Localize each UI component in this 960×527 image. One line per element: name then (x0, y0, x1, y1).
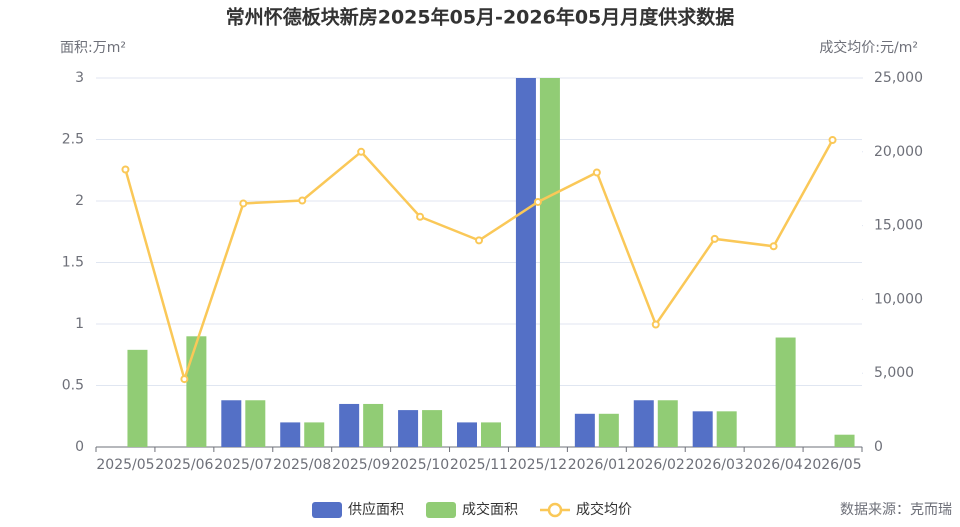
y2-tick-label: 15,000 (874, 218, 923, 234)
bar (574, 413, 595, 447)
line-point (416, 212, 425, 221)
line-point (651, 320, 660, 329)
legend-label: 成交面积 (462, 501, 518, 518)
y-tick-label: 1.5 (62, 255, 84, 271)
chart-title: 常州怀德板块新房2025年05月-2026年05月月度供求数据 (226, 6, 735, 29)
x-tick-label: 2025/10 (391, 457, 449, 473)
bar (633, 400, 654, 447)
bar (716, 411, 737, 447)
bar (363, 403, 384, 447)
bar (539, 78, 560, 447)
bar (339, 403, 360, 447)
line-point (180, 375, 189, 384)
x-tick-label: 2025/09 (332, 457, 390, 473)
bar (515, 78, 536, 447)
line-point (121, 165, 130, 174)
legend-swatch (547, 502, 563, 518)
x-tick-label: 2026/02 (627, 457, 685, 473)
line-point (239, 199, 248, 208)
y-tick-label: 0.5 (62, 378, 84, 394)
x-tick-label: 2025/08 (273, 457, 331, 473)
legend-swatch (312, 502, 342, 518)
bar (481, 422, 501, 447)
line-point (475, 236, 483, 245)
y-axis-label: 面积:万m² (60, 40, 126, 56)
bar (457, 422, 477, 447)
x-tick-label: 2025/12 (509, 457, 567, 473)
x-tick-label: 2026/01 (568, 457, 626, 473)
y-tick-label: 2 (75, 193, 84, 209)
line (124, 139, 834, 384)
legend-swatch (426, 502, 456, 518)
legend-label: 供应面积 (348, 501, 404, 518)
line-point (769, 242, 778, 251)
line-point (710, 234, 719, 243)
y2-tick-label: 5,000 (874, 365, 914, 381)
source: 数据来源：克而瑞 (840, 502, 952, 518)
line-point (533, 197, 542, 206)
bar (775, 337, 796, 447)
y-tick-label: 0 (75, 439, 84, 455)
x-tick-label: 2025/05 (96, 457, 154, 473)
y2-tick-label: 25,000 (874, 70, 923, 86)
bar (692, 411, 713, 447)
bar (398, 410, 419, 447)
y2-axis-label: 成交均价:元/m² (819, 39, 918, 56)
bar (422, 410, 443, 447)
y-tick-label: 3 (75, 70, 84, 86)
y-tick-label: 2.5 (62, 132, 84, 148)
bar (304, 422, 325, 447)
bar (834, 434, 855, 447)
y2-tick-label: 20,000 (874, 144, 923, 160)
bar (186, 336, 207, 447)
legend-label: 成交均价 (576, 501, 632, 518)
bar (221, 400, 242, 447)
x-tick-label: 2025/07 (214, 457, 272, 473)
line-point (357, 147, 366, 156)
y2-tick-label: 10,000 (874, 291, 923, 307)
y-tick-label: 1 (75, 316, 84, 332)
bar (280, 422, 301, 447)
line-point (592, 168, 601, 177)
x-tick-label: 2026/03 (686, 457, 744, 473)
line-point (828, 135, 837, 144)
bar (127, 349, 148, 447)
bar (657, 400, 678, 447)
x-tick-label: 2026/04 (745, 457, 803, 473)
x-tick-label: 2026/05 (803, 457, 861, 473)
bar (598, 413, 619, 447)
x-tick-label: 2025/11 (450, 457, 508, 473)
line-point (298, 196, 307, 205)
y2-tick-label: 0 (874, 439, 883, 455)
bar (245, 400, 266, 447)
x-tick-label: 2025/06 (155, 457, 213, 473)
